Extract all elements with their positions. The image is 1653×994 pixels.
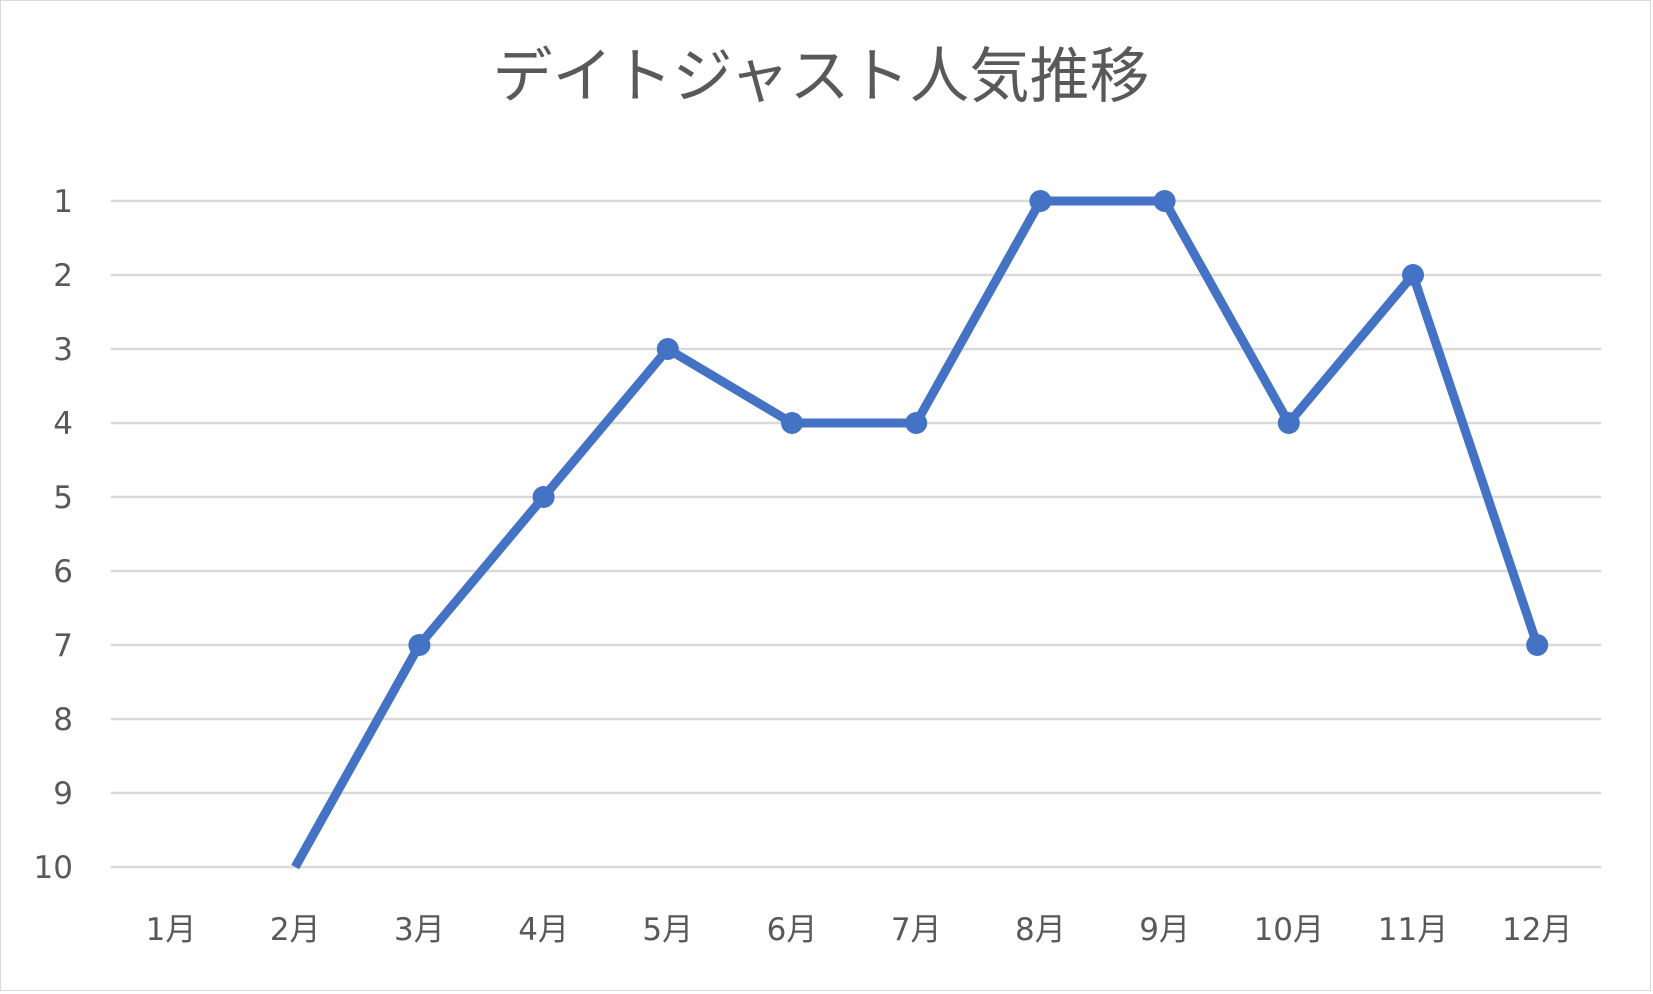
y-axis-tick-labels: 1 2 3 4 5 6 7 8 9 10 [34, 184, 73, 886]
y-tick-label: 10 [34, 850, 73, 886]
y-tick-label: 7 [53, 628, 73, 664]
x-tick-label: 12月 [1502, 912, 1572, 948]
chart-title: デイトジャスト人気推移 [493, 42, 1150, 112]
data-point-9月 [1153, 190, 1176, 212]
data-point-10月 [1277, 412, 1300, 434]
data-point-3月 [408, 634, 431, 656]
x-tick-label: 3月 [394, 912, 445, 948]
y-tick-label: 8 [53, 702, 73, 738]
data-point-12月 [1526, 634, 1549, 656]
y-tick-label: 9 [53, 776, 73, 812]
x-tick-label: 8月 [1015, 912, 1066, 948]
x-tick-label: 7月 [891, 912, 942, 948]
data-points [408, 190, 1549, 656]
x-tick-label: 10月 [1254, 912, 1324, 948]
x-tick-label: 9月 [1139, 912, 1190, 948]
y-tick-label: 1 [53, 184, 73, 220]
data-point-4月 [532, 486, 555, 508]
x-tick-label: 4月 [518, 912, 569, 948]
x-tick-label: 5月 [642, 912, 693, 948]
data-point-8月 [1029, 190, 1052, 212]
y-tick-label: 3 [53, 332, 73, 368]
y-tick-label: 2 [53, 258, 73, 294]
x-tick-label: 6月 [767, 912, 818, 948]
x-tick-label: 2月 [270, 912, 321, 948]
grid-lines [111, 199, 1601, 869]
y-tick-label: 5 [53, 480, 73, 516]
data-point-6月 [781, 412, 803, 434]
data-point-5月 [656, 338, 679, 360]
y-tick-label: 4 [53, 406, 73, 442]
x-tick-label: 11月 [1378, 912, 1448, 948]
x-axis-tick-labels: 1月 2月 3月 4月 5月 6月 7月 8月 9月 10月 11月 12月 [146, 912, 1573, 948]
data-point-11月 [1402, 264, 1424, 286]
data-point-7月 [905, 412, 928, 434]
y-tick-label: 6 [53, 554, 73, 590]
x-tick-label: 1月 [146, 912, 197, 948]
series-line [291, 196, 1542, 870]
